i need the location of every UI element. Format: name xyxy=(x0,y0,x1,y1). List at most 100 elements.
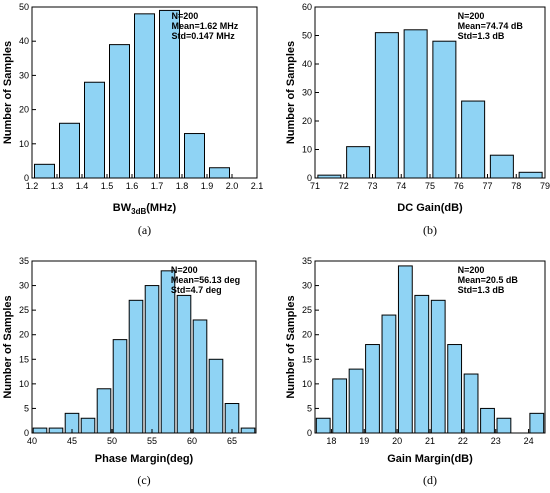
x-tick-label: 40 xyxy=(27,436,37,446)
y-tick-label: 30 xyxy=(19,281,29,291)
x-tick-label: 73 xyxy=(367,181,377,191)
bar xyxy=(184,133,205,179)
y-tick-label: 20 xyxy=(19,330,29,340)
bar xyxy=(128,299,144,434)
stat-annotation: Mean=74.74 dB xyxy=(458,21,524,31)
bar xyxy=(80,417,96,434)
x-tick-label: 74 xyxy=(396,181,406,191)
bar xyxy=(144,285,160,434)
stat-annotation: N=200 xyxy=(458,265,485,275)
bar xyxy=(34,163,55,179)
panel-caption: (a) xyxy=(138,223,151,237)
x-axis-label: Phase Margin(deg) xyxy=(95,453,194,465)
bar xyxy=(397,265,413,434)
bar xyxy=(208,358,224,434)
y-tick-label: 50 xyxy=(302,31,312,41)
x-tick-label: 1.4 xyxy=(76,181,89,191)
y-tick-label: 0 xyxy=(307,428,312,438)
x-tick-label: 60 xyxy=(187,436,197,446)
x-tick-label: 1.6 xyxy=(126,181,139,191)
plot-frame xyxy=(31,6,258,179)
x-tick-label: 79 xyxy=(540,181,550,191)
x-tick-label: 50 xyxy=(107,436,117,446)
bar xyxy=(315,417,331,434)
bar xyxy=(447,344,463,434)
bar xyxy=(59,122,80,179)
y-tick-label: 0 xyxy=(307,173,312,183)
x-tick-label: 24 xyxy=(524,436,534,446)
x-tick-label: 45 xyxy=(67,436,77,446)
y-tick-label: 25 xyxy=(302,305,312,315)
x-tick-label: 55 xyxy=(147,436,157,446)
bar xyxy=(112,339,128,434)
x-tick-label: 76 xyxy=(454,181,464,191)
bar xyxy=(32,427,48,434)
x-tick-label: 77 xyxy=(482,181,492,191)
bar xyxy=(489,154,514,179)
bar xyxy=(96,388,112,434)
x-axis-label: Gain Margin(dB) xyxy=(387,453,473,465)
y-tick-label: 5 xyxy=(307,403,312,413)
x-tick-label: 23 xyxy=(491,436,501,446)
panel-caption: (b) xyxy=(423,223,437,237)
y-tick-label: 30 xyxy=(302,281,312,291)
y-tick-label: 35 xyxy=(302,256,312,266)
y-tick-label: 30 xyxy=(19,70,29,80)
y-tick-label: 0 xyxy=(24,428,29,438)
panel-caption: (d) xyxy=(423,473,437,487)
plot-frame xyxy=(31,260,257,434)
stat-annotation: N=200 xyxy=(172,11,199,21)
bar xyxy=(224,403,240,434)
y-tick-label: 60 xyxy=(302,2,312,12)
x-tick-label: 1.2 xyxy=(26,181,39,191)
bar xyxy=(346,146,371,179)
y-tick-label: 10 xyxy=(19,379,29,389)
chart-panel-4: 18 19 20 21 22 23 24 0 5 10 15 20 25 30 35 Number of Sa… xyxy=(285,256,546,487)
x-tick-label: 75 xyxy=(425,181,435,191)
stat-annotation: Std=4.7 deg xyxy=(171,285,222,295)
bar xyxy=(381,314,397,434)
bar xyxy=(160,270,176,434)
bar xyxy=(432,40,457,179)
x-tick-label: 71 xyxy=(310,181,320,191)
y-tick-label: 20 xyxy=(302,116,312,126)
stat-annotation: Mean=1.62 MHz xyxy=(172,21,239,31)
bar xyxy=(240,427,256,434)
panel-caption: (c) xyxy=(137,473,150,487)
y-tick-label: 35 xyxy=(19,256,29,266)
x-tick-label: 20 xyxy=(392,436,402,446)
x-tick-label: 1.3 xyxy=(51,181,64,191)
y-axis-label: Number of Samples xyxy=(2,41,14,144)
bar xyxy=(403,29,428,179)
stat-annotation: Std=1.3 dB xyxy=(458,31,505,41)
bar xyxy=(332,378,348,434)
chart-panel-2: 71 72 73 74 75 76 77 78 79 0 10 20 30 40 50 60 Number of… xyxy=(285,2,550,237)
x-tick-label: 1.5 xyxy=(101,181,114,191)
y-tick-label: 20 xyxy=(302,330,312,340)
x-tick-label: 1.8 xyxy=(176,181,189,191)
x-tick-label: 1.7 xyxy=(151,181,164,191)
bar xyxy=(348,368,364,434)
y-tick-label: 15 xyxy=(19,354,29,364)
y-axis-label: Number of Samples xyxy=(285,295,297,398)
x-tick-label: 65 xyxy=(227,436,237,446)
y-tick-label: 5 xyxy=(24,403,29,413)
y-tick-label: 50 xyxy=(19,2,29,12)
stat-annotation: N=200 xyxy=(171,265,198,275)
bar xyxy=(84,81,105,179)
y-tick-label: 10 xyxy=(19,139,29,149)
x-axis-label: BW3dB(MHz) xyxy=(113,202,177,216)
x-tick-label: 18 xyxy=(326,436,336,446)
y-axis-label: Number of Samples xyxy=(285,41,297,144)
bar xyxy=(365,344,380,434)
bar xyxy=(192,319,208,434)
bar xyxy=(496,417,512,434)
y-tick-label: 25 xyxy=(19,305,29,315)
y-tick-label: 40 xyxy=(302,59,312,69)
bar xyxy=(463,373,479,434)
x-tick-label: 2.0 xyxy=(226,181,239,191)
x-tick-label: 22 xyxy=(458,436,468,446)
bar xyxy=(134,13,155,179)
bar xyxy=(209,167,230,179)
